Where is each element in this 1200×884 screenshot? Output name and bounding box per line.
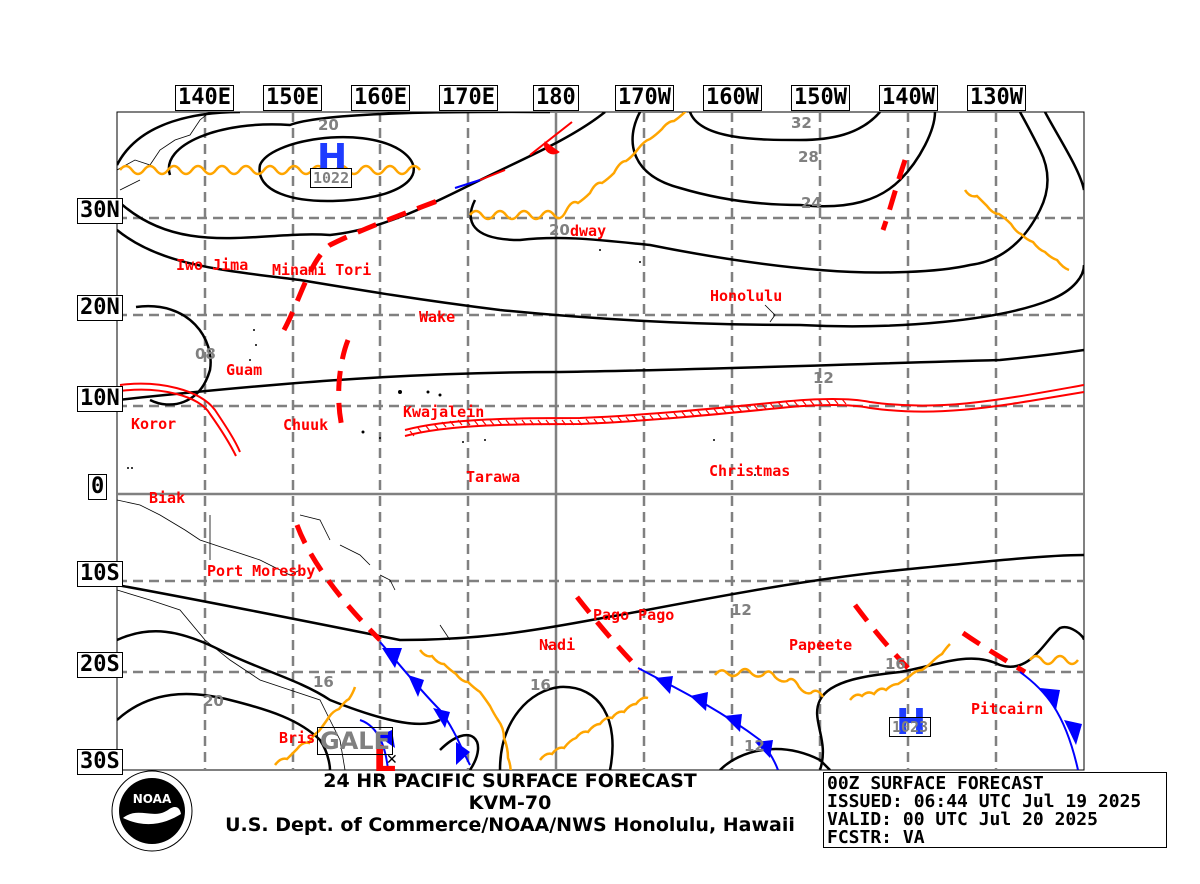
gale-label: GALE bbox=[317, 727, 393, 755]
forecast-type: 00Z SURFACE FORECAST bbox=[827, 773, 1044, 794]
equator-dateline bbox=[117, 112, 1084, 770]
noaa-logo: NOAA bbox=[108, 770, 196, 852]
high-pressure-marker: H bbox=[896, 702, 927, 743]
place-label-port-moresby: Port Moresby bbox=[207, 562, 316, 580]
isobars bbox=[117, 112, 1084, 770]
isobar-label: 16 bbox=[885, 655, 906, 673]
isobar-label: 08 bbox=[195, 345, 216, 363]
isobar-label: 16 bbox=[313, 673, 334, 691]
isobar-label: 28 bbox=[798, 148, 819, 166]
place-label-koror: Koror bbox=[131, 415, 177, 433]
place-label-honolulu: Honolulu bbox=[710, 287, 783, 305]
itcz bbox=[119, 382, 1084, 457]
lon-label-150e: 150E bbox=[263, 85, 322, 111]
place-label-pago-pago: Pago Pago bbox=[593, 606, 675, 624]
chart-title: 24 HR PACIFIC SURFACE FORECAST bbox=[323, 770, 697, 792]
high-pressure-value: 1022 bbox=[310, 168, 353, 188]
issued-time: ISSUED: 06:44 UTC Jul 19 2025 bbox=[827, 791, 1142, 812]
place-label-pitcairn: Pitcairn bbox=[971, 700, 1044, 718]
chart-agency: U.S. Dept. of Commerce/NOAA/NWS Honolulu… bbox=[225, 814, 795, 836]
low-pressure-marker: L bbox=[373, 739, 396, 780]
lon-label-170e: 170E bbox=[439, 85, 498, 111]
lon-label-140w: 140W bbox=[879, 85, 938, 111]
place-label-wake: Wake bbox=[419, 308, 456, 326]
troughs bbox=[119, 112, 1079, 770]
isobar-label: 32 bbox=[791, 114, 812, 132]
lat-label-30s: 30S bbox=[77, 749, 123, 775]
place-label-chuuk: Chuuk bbox=[283, 416, 329, 434]
place-label-iwo-jima: Iwo Jima bbox=[176, 256, 249, 274]
lon-label-170w: 170W bbox=[615, 85, 674, 111]
place-label-tarawa: Tarawa bbox=[466, 468, 521, 486]
islands bbox=[127, 249, 756, 476]
low-pressure-x-icon: ✕ bbox=[386, 752, 398, 768]
place-label-guam: Guam bbox=[226, 361, 263, 379]
isobar-label: 16 bbox=[530, 676, 551, 694]
place-label-papeete: Papeete bbox=[789, 636, 853, 654]
lon-label-140e: 140E bbox=[175, 85, 234, 111]
forecaster: FCSTR: VA bbox=[827, 827, 925, 848]
place-label-christmas: Christmas bbox=[709, 462, 791, 480]
lat-label-30n: 30N bbox=[77, 198, 123, 224]
place-label-brisbane: Bris bbox=[279, 729, 316, 747]
lat-label-10s: 10S bbox=[77, 561, 123, 587]
map-frame bbox=[116, 111, 1085, 771]
place-label-biak: Biak bbox=[149, 489, 186, 507]
cold-fronts bbox=[359, 641, 1082, 770]
isobar-label: 12 bbox=[731, 601, 752, 619]
forecast-info-box: 00Z SURFACE FORECAST ISSUED: 06:44 UTC J… bbox=[823, 772, 1167, 848]
lat-label-20s: 20S bbox=[77, 652, 123, 678]
high-pressure-value: 1023 bbox=[889, 717, 932, 737]
isobar-label: 20 bbox=[318, 116, 339, 134]
stationary-front bbox=[454, 121, 573, 189]
valid-time: VALID: 00 UTC Jul 20 2025 bbox=[827, 809, 1098, 830]
isobar-label: 20 bbox=[203, 692, 224, 710]
isobar-label: 12 bbox=[744, 737, 765, 755]
place-label-kwajalein: Kwajalein bbox=[403, 403, 485, 421]
lon-label-160w: 160W bbox=[703, 85, 762, 111]
place-label-midway: dway bbox=[570, 222, 607, 240]
lon-label-160e: 160E bbox=[351, 85, 410, 111]
lat-label-10n: 10N bbox=[77, 386, 123, 412]
lat-lon-grid bbox=[117, 112, 1084, 770]
itcz-hatching bbox=[409, 398, 847, 437]
coastlines bbox=[117, 112, 776, 770]
place-label-nadi: Nadi bbox=[539, 636, 576, 654]
place-label-minami-tori: Minami Tori bbox=[272, 261, 372, 279]
chart-title-block: 24 HR PACIFIC SURFACE FORECAST KVM-70 U.… bbox=[200, 770, 820, 836]
lon-label-150w: 150W bbox=[791, 85, 850, 111]
chart-subtitle: KVM-70 bbox=[468, 792, 552, 814]
trough-axes bbox=[281, 159, 1027, 675]
noaa-logo-text: NOAA bbox=[133, 792, 172, 806]
isobar-label: 24 bbox=[801, 194, 822, 212]
lon-label-130w: 130W bbox=[967, 85, 1026, 111]
isobar-label: 12 bbox=[813, 369, 834, 387]
lat-label-20n: 20N bbox=[77, 295, 123, 321]
lat-label-0: 0 bbox=[88, 474, 108, 500]
lon-label-180: 180 bbox=[533, 85, 579, 111]
isobar-label: 20 bbox=[549, 221, 570, 239]
